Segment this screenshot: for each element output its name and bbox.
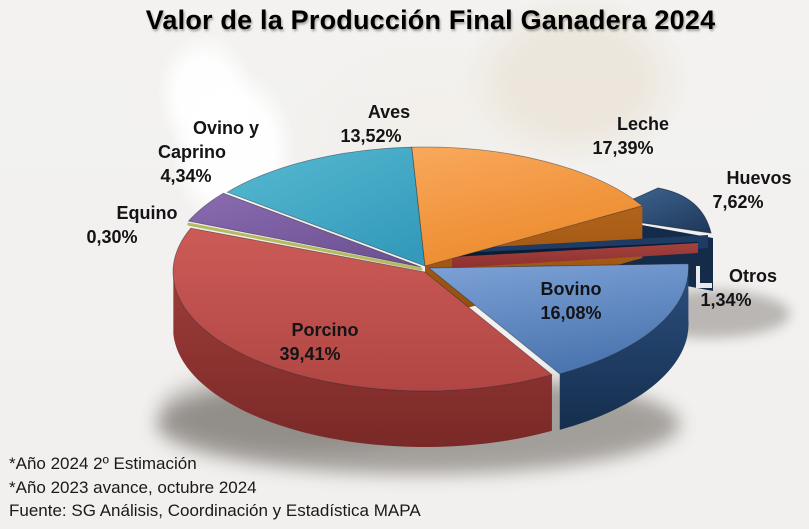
pie-slice-porcino-side — [173, 278, 552, 448]
pie-slice-equino — [187, 222, 423, 271]
pie-label-ovino-line2: Caprino — [157, 142, 227, 162]
pie-label-huevos: Huevos 7,62% — [712, 166, 791, 214]
pie-label-otros-line1: Otros — [728, 266, 778, 286]
pie-slice-otros — [452, 243, 698, 268]
pie-slice-huevos — [594, 187, 712, 234]
footnote-3: Fuente: SG Análisis, Coordinación y Esta… — [9, 501, 421, 520]
chart-title: Valor de la Producción Final Ganadera 20… — [145, 5, 716, 35]
pie-label-otros: Otros 1,34% — [700, 264, 777, 312]
footnote-2: *Año 2023 avance, octubre 2024 — [9, 477, 257, 497]
pie-label-ovino-line3: 4,34% — [160, 166, 212, 186]
pie-label-equino: Equino 0,30% — [86, 201, 177, 249]
pie-label-huevos-line2: 7,62% — [712, 192, 764, 212]
pie-label-aves: Aves 13,52% — [340, 100, 410, 148]
pie-label-aves-line1: Aves — [367, 102, 411, 122]
pie-label-ovino: Ovino y Caprino 4,34% — [158, 116, 259, 188]
footnote-1: *Año 2024 2º Estimación — [9, 454, 197, 473]
pie-label-bovino-line2: 16,08% — [540, 303, 602, 323]
pie-slice-leche — [411, 146, 644, 267]
pie-label-bovino-line1: Bovino — [540, 279, 602, 299]
pie-label-bovino: Bovino 16,08% — [540, 277, 601, 325]
pie-label-porcino-line1: Porcino — [291, 320, 359, 340]
pie-label-aves-line2: 13,52% — [340, 126, 402, 146]
pie-label-equino-line2: 0,30% — [86, 227, 138, 247]
pie-label-ovino-line1: Ovino y — [192, 118, 260, 138]
pie-label-equino-line1: Equino — [116, 203, 178, 223]
footnotes: *Año 2024 2º Estimación *Año 2023 avance… — [9, 452, 421, 523]
pie-slice-bovino — [427, 263, 689, 375]
pie-label-leche-line1: Leche — [616, 114, 670, 134]
pie-label-porcino: Porcino 39,41% — [279, 318, 358, 366]
pie-label-otros-line2: 1,34% — [700, 290, 752, 310]
pie-label-leche-line2: 17,39% — [592, 138, 654, 158]
huevos-glare — [696, 266, 712, 288]
pie-slice-porcino — [172, 227, 553, 392]
pie-label-huevos-line1: Huevos — [726, 168, 792, 188]
pie-slice-bovino-side — [559, 263, 689, 430]
pie-slice-ovino — [187, 192, 422, 268]
pie-label-porcino-line2: 39,41% — [279, 344, 341, 364]
pie-slice-aves — [226, 146, 426, 267]
pie-label-leche: Leche 17,39% — [592, 112, 669, 160]
